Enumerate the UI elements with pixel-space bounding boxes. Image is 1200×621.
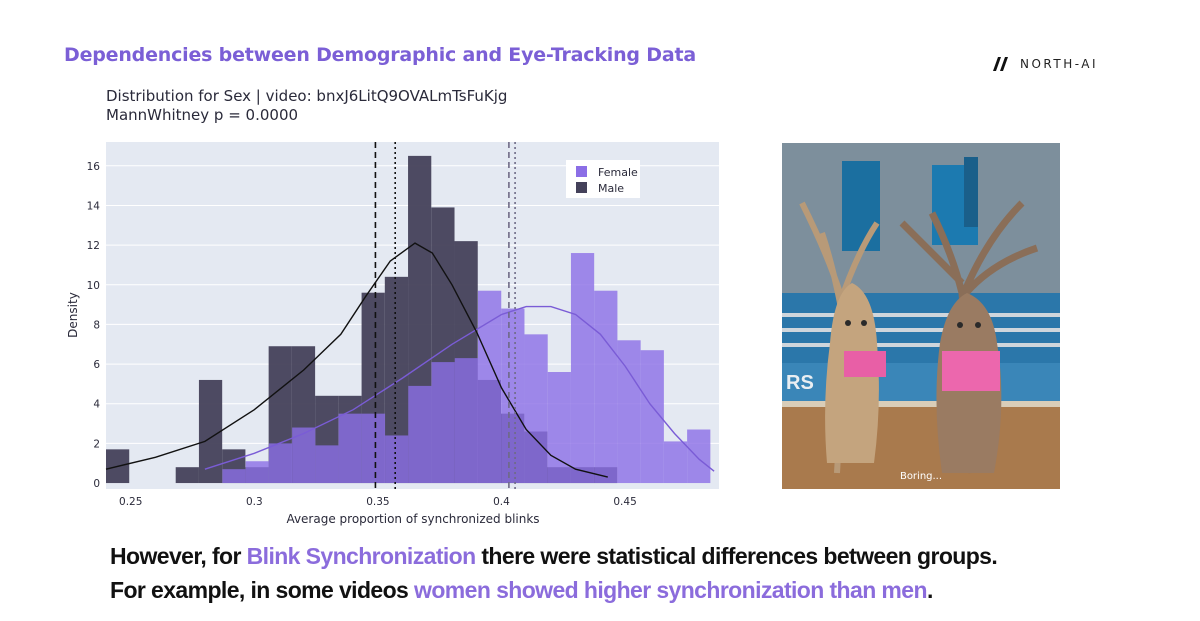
y-tick-label: 6	[93, 359, 100, 371]
legend-label-female: Female	[598, 166, 638, 179]
y-tick-label: 12	[87, 240, 100, 252]
y-tick-label: 0	[93, 478, 100, 490]
bar-female	[594, 290, 618, 484]
bars	[106, 155, 711, 484]
bar-female	[617, 340, 641, 484]
caption-line-2-pre: For example, in some videos	[110, 577, 415, 603]
bar-female	[292, 427, 316, 484]
y-tick-label: 2	[93, 438, 100, 450]
caption-line-1: However, for Blink Synchronization there…	[110, 543, 998, 570]
bar-female	[524, 334, 548, 484]
svg-text:RS: RS	[786, 372, 814, 394]
x-tick-label: 0.3	[246, 496, 263, 508]
y-tick-label: 8	[93, 319, 100, 331]
y-tick-label: 4	[93, 399, 100, 411]
bar-female	[431, 362, 455, 484]
bar-female	[338, 413, 362, 484]
bar-female	[408, 385, 432, 484]
y-tick-label: 16	[87, 161, 101, 173]
caption-line-1-pre: However, for	[110, 543, 247, 569]
bar-female	[501, 308, 525, 484]
bar-female	[663, 441, 688, 484]
logo-text: NORTH-AI	[1020, 57, 1099, 71]
bar-male	[198, 379, 223, 484]
y-tick-label: 14	[87, 200, 101, 212]
bar-female	[315, 445, 339, 484]
caption-line-2-post: .	[926, 577, 933, 603]
y-axis-label: Density	[66, 292, 80, 338]
bar-male	[175, 467, 199, 484]
bar-female	[547, 372, 571, 484]
kde-curves	[105, 242, 715, 478]
north-ai-logo: NORTH-AI	[992, 56, 1098, 72]
bar-female	[361, 413, 386, 484]
legend-label-male: Male	[598, 182, 624, 195]
legend: Female Male	[566, 160, 640, 198]
y-axis-ticks: 0 2 4 6 8 10 12 14 16	[87, 161, 101, 490]
legend-swatch-male	[576, 182, 587, 193]
slide-title: Dependencies between Demographic and Eye…	[64, 44, 696, 66]
kde-curve-female	[204, 305, 715, 472]
x-tick-label: 0.45	[613, 496, 636, 508]
y-tick-label: 10	[87, 280, 100, 292]
bar-female	[268, 443, 293, 484]
mean-median-lines	[374, 142, 516, 489]
x-tick-label: 0.25	[119, 496, 142, 508]
bar-female	[222, 469, 246, 484]
chart-subtitle: MannWhitney p = 0.0000	[106, 106, 298, 124]
caption-line-2-highlight: women showed higher synchronization than…	[414, 577, 927, 603]
kde-curve-male	[105, 242, 608, 478]
caption-line-1-post: there were statistical differences betwe…	[475, 543, 998, 569]
bar-female	[570, 253, 595, 484]
caption-line-2: For example, in some videos women showed…	[110, 577, 933, 604]
video-subtitle: Boring...	[900, 471, 942, 482]
x-axis-ticks: 0.25 0.3 0.35 0.4 0.45	[119, 496, 637, 508]
x-tick-label: 0.35	[366, 496, 389, 508]
legend-swatch-female	[576, 166, 587, 177]
bar-female	[687, 429, 711, 484]
x-axis-label: Average proportion of synchronized blink…	[286, 512, 539, 526]
bar-male	[384, 276, 409, 484]
video-still-illustration: RS Boring...	[782, 143, 1060, 489]
chart-svg: Distribution for Sex | video: bnxJ6LitQ9…	[66, 87, 719, 526]
chart-title: Distribution for Sex | video: bnxJ6LitQ9…	[106, 87, 507, 105]
video-still-image: RS Boring...	[782, 143, 1060, 489]
bar-female	[385, 435, 409, 484]
bar-female	[478, 290, 502, 484]
logo-mark-icon	[993, 57, 1008, 71]
histogram-chart: Distribution for Sex | video: bnxJ6LitQ9…	[60, 84, 740, 534]
bar-female	[454, 358, 479, 484]
bar-female	[245, 461, 269, 484]
x-tick-label: 0.4	[493, 496, 510, 508]
bar-female	[640, 350, 664, 484]
caption-line-1-highlight: Blink Synchronization	[246, 543, 477, 569]
